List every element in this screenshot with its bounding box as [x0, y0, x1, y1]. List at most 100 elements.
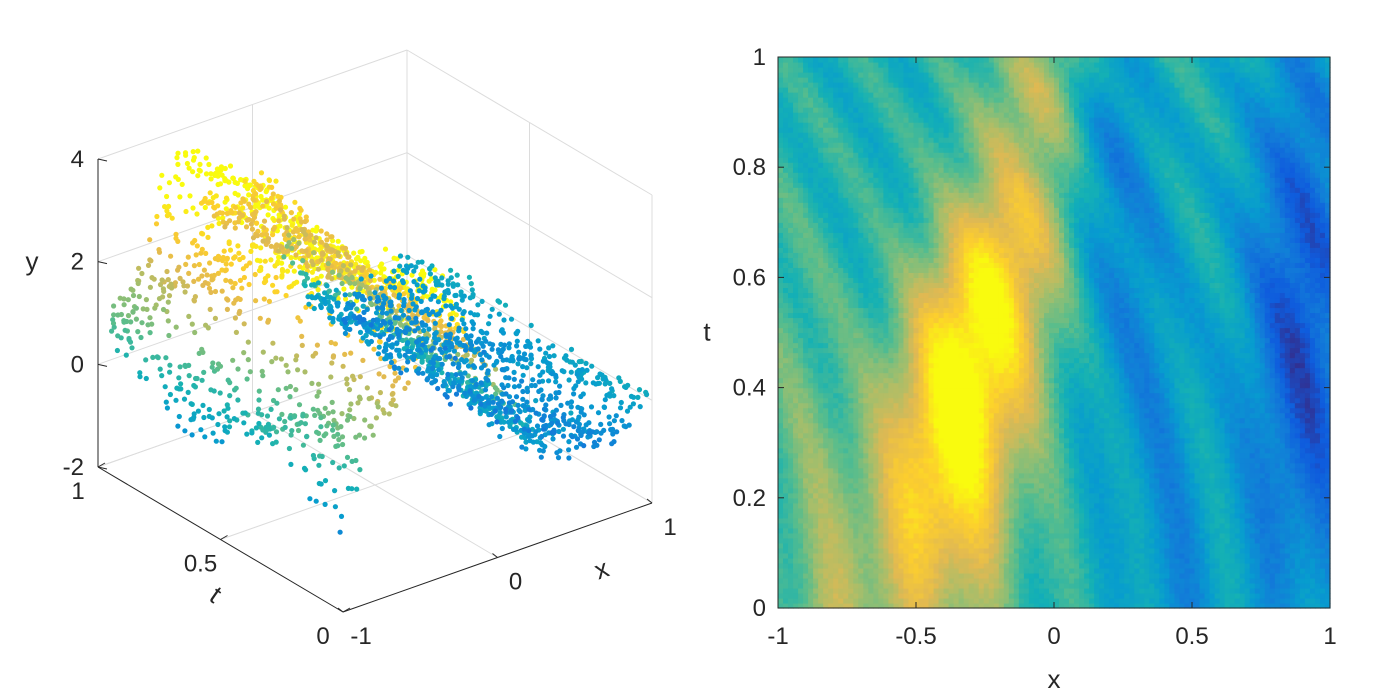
heatmap-cell	[848, 67, 854, 73]
scatter-point	[455, 364, 462, 371]
scatter-point	[299, 333, 305, 339]
heatmap-cell	[778, 352, 784, 359]
heatmap-cell	[853, 382, 859, 389]
heatmap-cell	[863, 387, 869, 394]
scatter-point	[289, 222, 295, 228]
scatter-point	[422, 285, 428, 291]
scatter-point	[432, 293, 438, 299]
heatmap-cell	[858, 487, 864, 494]
x-axis-label: x	[590, 553, 612, 586]
scatter-point	[232, 280, 238, 287]
heatmap-cell	[778, 112, 784, 118]
scatter-point	[462, 390, 468, 396]
heatmap-cell	[868, 437, 874, 444]
scatter-point	[167, 391, 173, 398]
heatmap-cell	[783, 122, 789, 128]
heatmap-cell	[793, 132, 799, 138]
heatmap-cell	[848, 592, 854, 599]
scatter-point	[318, 245, 324, 251]
heatmap-cell	[868, 227, 874, 233]
scatter-point	[448, 299, 454, 305]
scatter-point	[444, 394, 450, 400]
heatmap-cell	[778, 577, 784, 584]
heatmap-cell	[873, 57, 879, 63]
heatmap-cell	[863, 132, 869, 138]
heatmap-cell	[808, 497, 814, 504]
scatter-point	[316, 462, 322, 468]
scatter-point	[183, 261, 189, 267]
scatter-point	[276, 198, 282, 204]
scatter-point	[340, 263, 346, 269]
heatmap-cell	[793, 482, 799, 489]
scatter-point	[288, 255, 294, 261]
scatter-point	[111, 312, 117, 318]
heatmap-cell	[818, 152, 824, 158]
heatmap-cell	[858, 87, 864, 93]
heatmap-cell	[863, 492, 869, 499]
scatter-point	[153, 302, 159, 308]
scatter-point	[330, 422, 336, 428]
heatmap-cell	[858, 432, 864, 439]
scatter-point	[540, 448, 546, 454]
scatter-point	[387, 275, 393, 282]
heatmap-cell	[858, 362, 864, 369]
heatmap-cell	[853, 127, 859, 133]
heatmap-cell	[858, 467, 864, 474]
scatter-point	[395, 267, 401, 273]
scatter-point	[222, 268, 228, 274]
heatmap-cell	[833, 237, 839, 243]
heatmap-cell	[853, 282, 859, 289]
scatter-point	[357, 249, 363, 255]
heatmap-cell	[783, 322, 789, 329]
scatter-point	[452, 292, 458, 299]
heatmap-cell	[778, 157, 784, 163]
heatmap-cell	[828, 327, 834, 334]
heatmap-cell	[843, 172, 849, 178]
scatter-point	[182, 150, 189, 156]
heatmap-cell	[793, 317, 799, 324]
heatmap-cell	[838, 207, 844, 213]
heatmap-cell	[783, 502, 789, 509]
heatmap-cell	[848, 442, 854, 449]
heatmap-cell	[813, 367, 819, 374]
x-tick-label: 1	[663, 514, 676, 541]
heatmap-cell	[843, 217, 849, 223]
heatmap-cell	[863, 127, 869, 133]
heatmap-cell	[878, 107, 884, 113]
heatmap-cell	[813, 352, 819, 359]
heatmap-cell	[793, 92, 799, 98]
heatmap-cell	[813, 497, 819, 504]
heatmap-cell	[788, 587, 794, 594]
heatmap-cell	[813, 102, 819, 108]
heatmap-cell	[798, 62, 804, 68]
heatmap-cell	[818, 297, 824, 304]
heatmap-cell	[868, 562, 874, 569]
heatmap-cell	[818, 547, 824, 554]
heatmap-cell	[843, 582, 849, 589]
heatmap-cell	[838, 67, 844, 73]
heatmap-cell	[818, 567, 824, 574]
heatmap-cell	[868, 187, 874, 193]
heatmap-cell	[788, 252, 794, 258]
heatmap-cell	[793, 162, 799, 168]
heatmap-cell	[833, 502, 839, 509]
heatmap-cell	[868, 517, 874, 524]
heatmap-cell	[823, 112, 829, 118]
heatmap-cell	[833, 252, 839, 258]
heatmap-cell	[878, 287, 884, 294]
scatter-point	[553, 395, 559, 401]
heatmap-cell	[788, 442, 794, 449]
heatmap-cell	[838, 282, 844, 289]
scatter-point	[501, 419, 507, 425]
scatter-point	[391, 364, 397, 370]
heatmap-cell	[878, 247, 884, 253]
heatmap-cell	[873, 147, 879, 153]
heatmap-cell	[843, 557, 849, 564]
heatmap-cell	[843, 332, 849, 339]
heatmap-cell	[808, 112, 814, 118]
scatter-point	[261, 296, 267, 302]
heatmap-cell	[848, 402, 854, 409]
scatter-point	[184, 160, 190, 167]
heatmap-cell	[863, 397, 869, 404]
heatmap-cell	[833, 537, 839, 544]
